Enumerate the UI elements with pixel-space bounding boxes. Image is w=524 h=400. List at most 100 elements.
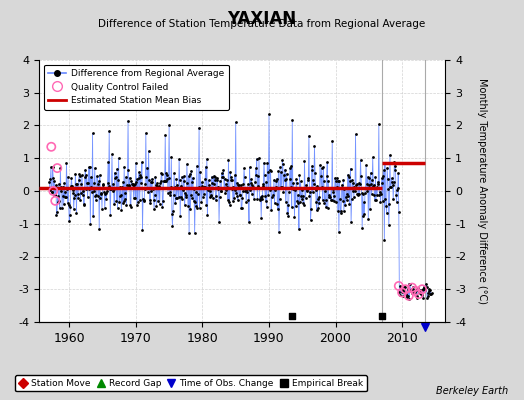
Point (343, 190, 352, 197)
Point (292, 180, 301, 186)
Point (280, 172, 288, 178)
Point (182, 192, 190, 198)
Point (114, 155, 123, 162)
Point (193, 163, 201, 169)
Point (104, 183, 113, 189)
Point (216, 188, 225, 194)
Point (411, 289, 419, 296)
Point (202, 202, 211, 209)
Point (106, 212, 115, 218)
Point (353, 180, 361, 187)
Point (417, 287, 425, 293)
Point (326, 197, 335, 204)
Point (427, 291, 435, 297)
Point (321, 188, 329, 194)
Point (289, 186, 297, 192)
Point (226, 174, 235, 181)
Point (234, 196, 242, 203)
Point (255, 155, 263, 162)
Point (350, 184, 358, 190)
Point (97, 190, 106, 197)
Point (111, 175, 119, 181)
Point (190, 230, 199, 236)
Point (108, 188, 117, 194)
Point (416, 286, 424, 293)
Point (424, 290, 432, 296)
Point (332, 184, 341, 190)
Point (320, 178, 328, 184)
Point (354, 192, 362, 198)
Point (420, 284, 428, 290)
Point (379, 166, 388, 173)
Point (390, 159, 399, 166)
Point (339, 198, 347, 204)
Point (146, 200, 155, 206)
Point (76, 197, 84, 203)
Point (144, 189, 152, 195)
Point (135, 169, 144, 176)
Point (325, 194, 333, 200)
Point (410, 287, 418, 294)
Point (262, 178, 270, 185)
Point (265, 111, 273, 118)
Point (51, 192, 60, 198)
Point (251, 178, 259, 185)
Point (161, 177, 170, 184)
Point (281, 198, 290, 205)
Point (214, 184, 223, 190)
Point (406, 287, 414, 293)
Point (296, 172, 304, 178)
Point (64, 174, 72, 180)
Point (327, 184, 335, 191)
Point (412, 294, 421, 301)
Point (288, 204, 296, 210)
Point (160, 178, 168, 184)
Point (209, 173, 217, 179)
Point (250, 185, 259, 191)
Point (178, 196, 187, 202)
Point (354, 191, 363, 198)
Point (376, 199, 385, 205)
Point (109, 181, 117, 188)
Point (263, 203, 271, 210)
Point (136, 172, 145, 178)
Point (170, 170, 178, 177)
Point (394, 170, 402, 176)
Point (92, 192, 101, 198)
Point (357, 173, 365, 180)
Point (114, 177, 122, 184)
Point (397, 285, 406, 292)
Point (177, 194, 185, 201)
Point (335, 177, 344, 184)
Point (293, 198, 301, 204)
Point (61, 189, 70, 196)
Point (155, 183, 163, 190)
Point (347, 219, 355, 226)
Point (377, 191, 385, 198)
Point (119, 179, 127, 185)
Point (241, 173, 249, 180)
Point (253, 156, 261, 162)
Point (359, 213, 367, 220)
Point (283, 202, 292, 208)
Point (63, 185, 71, 192)
Point (411, 288, 420, 294)
Point (102, 196, 111, 203)
Point (228, 185, 236, 192)
Point (46, 187, 54, 194)
Point (367, 191, 376, 197)
Point (257, 214, 265, 221)
Point (152, 202, 160, 209)
Point (201, 184, 209, 190)
Point (126, 174, 134, 181)
Point (77, 190, 85, 196)
Point (159, 198, 167, 204)
Point (60, 201, 68, 208)
Point (355, 180, 363, 186)
Point (245, 218, 253, 225)
Point (304, 175, 312, 181)
Point (334, 208, 342, 214)
Point (383, 210, 391, 216)
Point (426, 287, 434, 293)
Point (179, 187, 187, 193)
